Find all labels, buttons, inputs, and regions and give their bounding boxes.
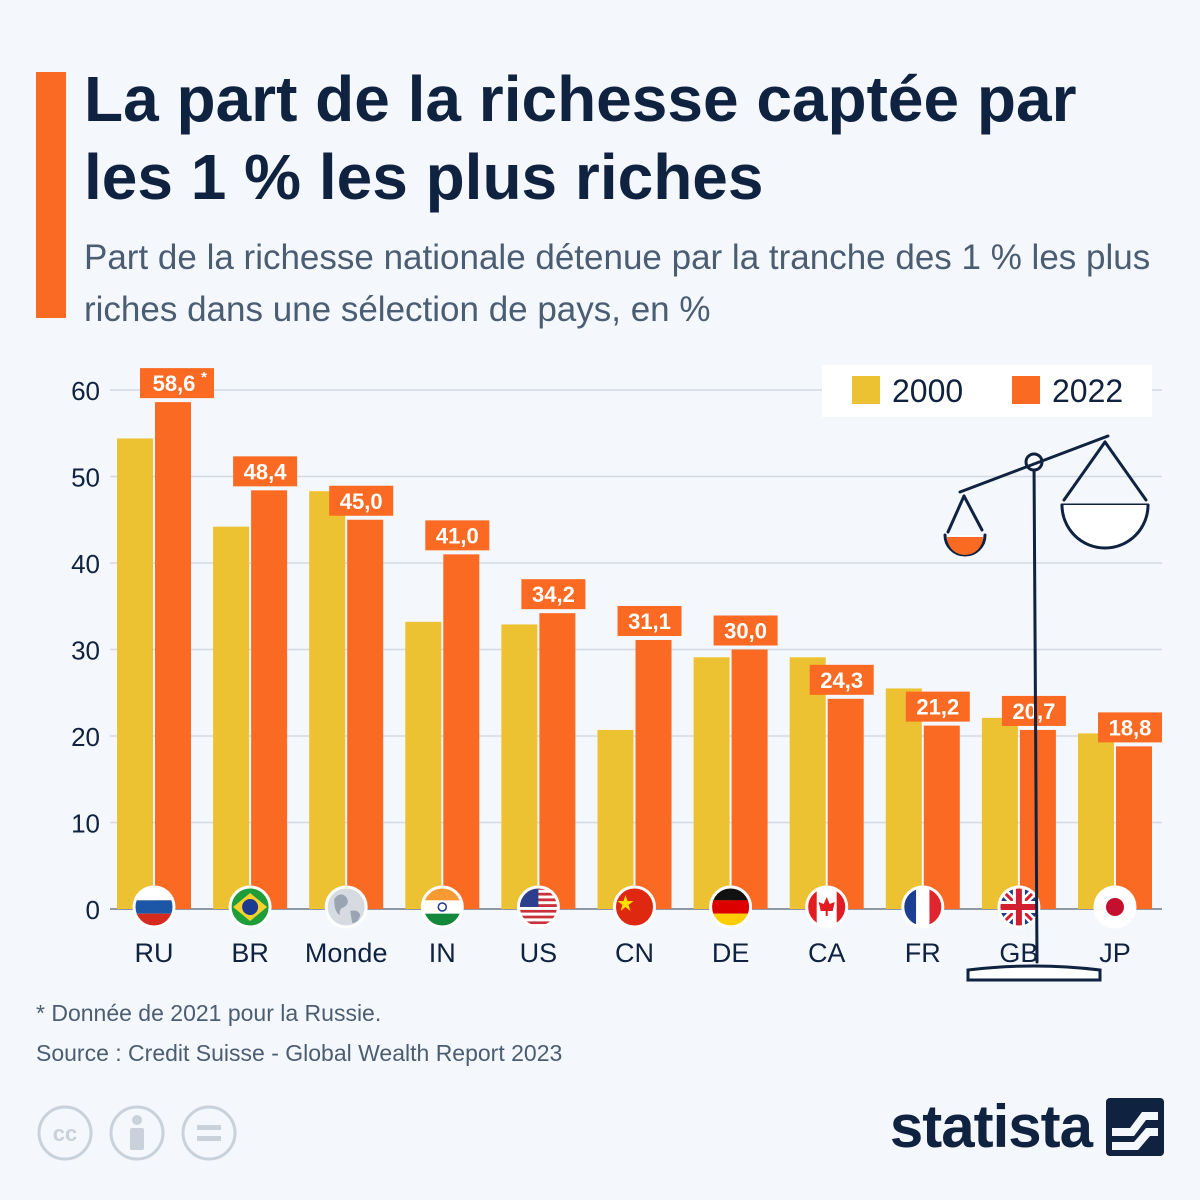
flag-france-icon	[901, 885, 945, 929]
data-label-box	[425, 520, 490, 551]
flag-japan-icon	[1093, 885, 1137, 929]
x-tick-label: US	[520, 938, 558, 968]
data-label: 18,8	[1109, 715, 1152, 740]
bar-2022	[539, 613, 576, 909]
bar-2022	[251, 490, 288, 909]
bar-2022	[347, 519, 384, 909]
bar-2000	[405, 621, 442, 909]
data-label-box	[140, 368, 214, 399]
bar-2022	[827, 698, 864, 909]
x-tick-label: BR	[231, 938, 269, 968]
brand-name: statista	[889, 1093, 1093, 1160]
data-label: 31,1	[628, 609, 671, 634]
bar-2022	[635, 639, 672, 909]
x-tick-label: JP	[1099, 938, 1131, 968]
data-label-box	[905, 691, 970, 722]
data-label: 58,6	[153, 371, 196, 396]
scale-icon	[943, 434, 1150, 982]
data-label: 48,4	[244, 459, 288, 484]
legend-label-2022: 2022	[1052, 373, 1123, 409]
license-icons: cc	[37, 1105, 237, 1161]
data-label: 41,0	[436, 523, 479, 548]
data-label-box	[1001, 695, 1066, 726]
bar-2022	[923, 725, 960, 909]
data-label: 20,7	[1012, 699, 1055, 724]
bar-2000	[693, 657, 730, 909]
bar-2000	[597, 729, 634, 909]
y-tick-label: 50	[71, 463, 100, 493]
page-title: La part de la richesse captée par les 1 …	[84, 63, 1077, 213]
data-label: 21,2	[916, 695, 959, 720]
bars: 58,6 * 48,4 45,0 41,0 34,2 31,1 30,0 24,3 21,2 20,…	[117, 368, 1162, 909]
flag-russia-icon	[132, 885, 176, 929]
legend-swatch-2000	[852, 376, 880, 404]
bar-chart: 0 10 20 30 40 50 60 RU BR Monde IN US CN DE CA FR GB JP 5…	[71, 365, 1162, 982]
attribution-icon	[109, 1105, 165, 1161]
cc-icon: cc	[37, 1105, 93, 1161]
y-tick-label: 30	[71, 636, 100, 666]
data-label: 34,2	[532, 582, 575, 607]
data-label: 45,0	[340, 489, 383, 514]
data-label-box	[713, 615, 778, 646]
bar-2000	[501, 624, 538, 909]
data-label-box	[617, 605, 682, 636]
svg-text:cc: cc	[53, 1121, 77, 1146]
bar-2000	[309, 491, 346, 909]
statista-logo-icon	[1106, 1097, 1164, 1156]
y-tick-label: 20	[71, 722, 100, 752]
y-tick-label: 0	[86, 895, 100, 925]
accent-bar	[36, 72, 66, 318]
flag-usa-icon	[516, 885, 560, 929]
y-tick-label: 60	[71, 376, 100, 406]
x-tick-label: FR	[905, 938, 941, 968]
x-tick-label: RU	[135, 938, 174, 968]
category-flags	[132, 885, 1137, 929]
bar-2000	[981, 717, 1018, 909]
page-subtitle: Part de la richesse nationale détenue pa…	[84, 238, 1151, 329]
x-tick-label: CA	[808, 938, 846, 968]
data-label-box	[809, 664, 874, 695]
bar-2000	[789, 657, 826, 909]
x-tick-label: Monde	[305, 938, 388, 968]
bar-2000	[213, 526, 250, 909]
statista-brand: statista	[890, 1092, 1164, 1161]
legend-label-2000: 2000	[892, 373, 963, 409]
flag-germany-icon	[709, 885, 753, 929]
bar-2022	[443, 554, 480, 909]
flag-uk-icon	[997, 885, 1041, 929]
y-tick-label: 40	[71, 549, 100, 579]
globe-icon	[324, 885, 368, 929]
bar-2000	[885, 688, 922, 909]
flag-china-icon	[613, 885, 656, 929]
x-tick-label: IN	[429, 938, 456, 968]
data-label-box	[233, 456, 298, 487]
bar-2022	[1116, 746, 1152, 909]
footnote: * Donnée de 2021 pour la Russie.	[36, 1000, 382, 1026]
x-tick-label: CN	[615, 938, 654, 968]
data-label-box	[521, 579, 586, 610]
data-label-box	[329, 485, 394, 516]
flag-canada-icon	[805, 885, 849, 929]
x-tick-label: DE	[712, 938, 750, 968]
y-tick-label: 10	[71, 809, 100, 839]
bar-2022	[731, 649, 768, 909]
data-label-footnote-mark: *	[201, 369, 207, 386]
flag-brazil-icon	[228, 885, 272, 929]
data-label: 24,3	[820, 668, 863, 693]
no-derivatives-icon	[181, 1105, 237, 1161]
source-note: Source : Credit Suisse - Global Wealth R…	[36, 1040, 563, 1066]
bar-2000	[1078, 733, 1114, 909]
legend-swatch-2022	[1012, 376, 1040, 404]
bar-2000	[117, 438, 153, 909]
bar-2022	[155, 402, 191, 909]
flag-india-icon	[420, 885, 464, 929]
x-tick-label: GB	[999, 938, 1038, 968]
data-label-box	[1098, 712, 1162, 743]
y-axis: 0 10 20 30 40 50 60 RU BR Monde IN US CN DE CA FR GB JP	[71, 376, 1131, 968]
data-label: 30,0	[724, 619, 767, 644]
